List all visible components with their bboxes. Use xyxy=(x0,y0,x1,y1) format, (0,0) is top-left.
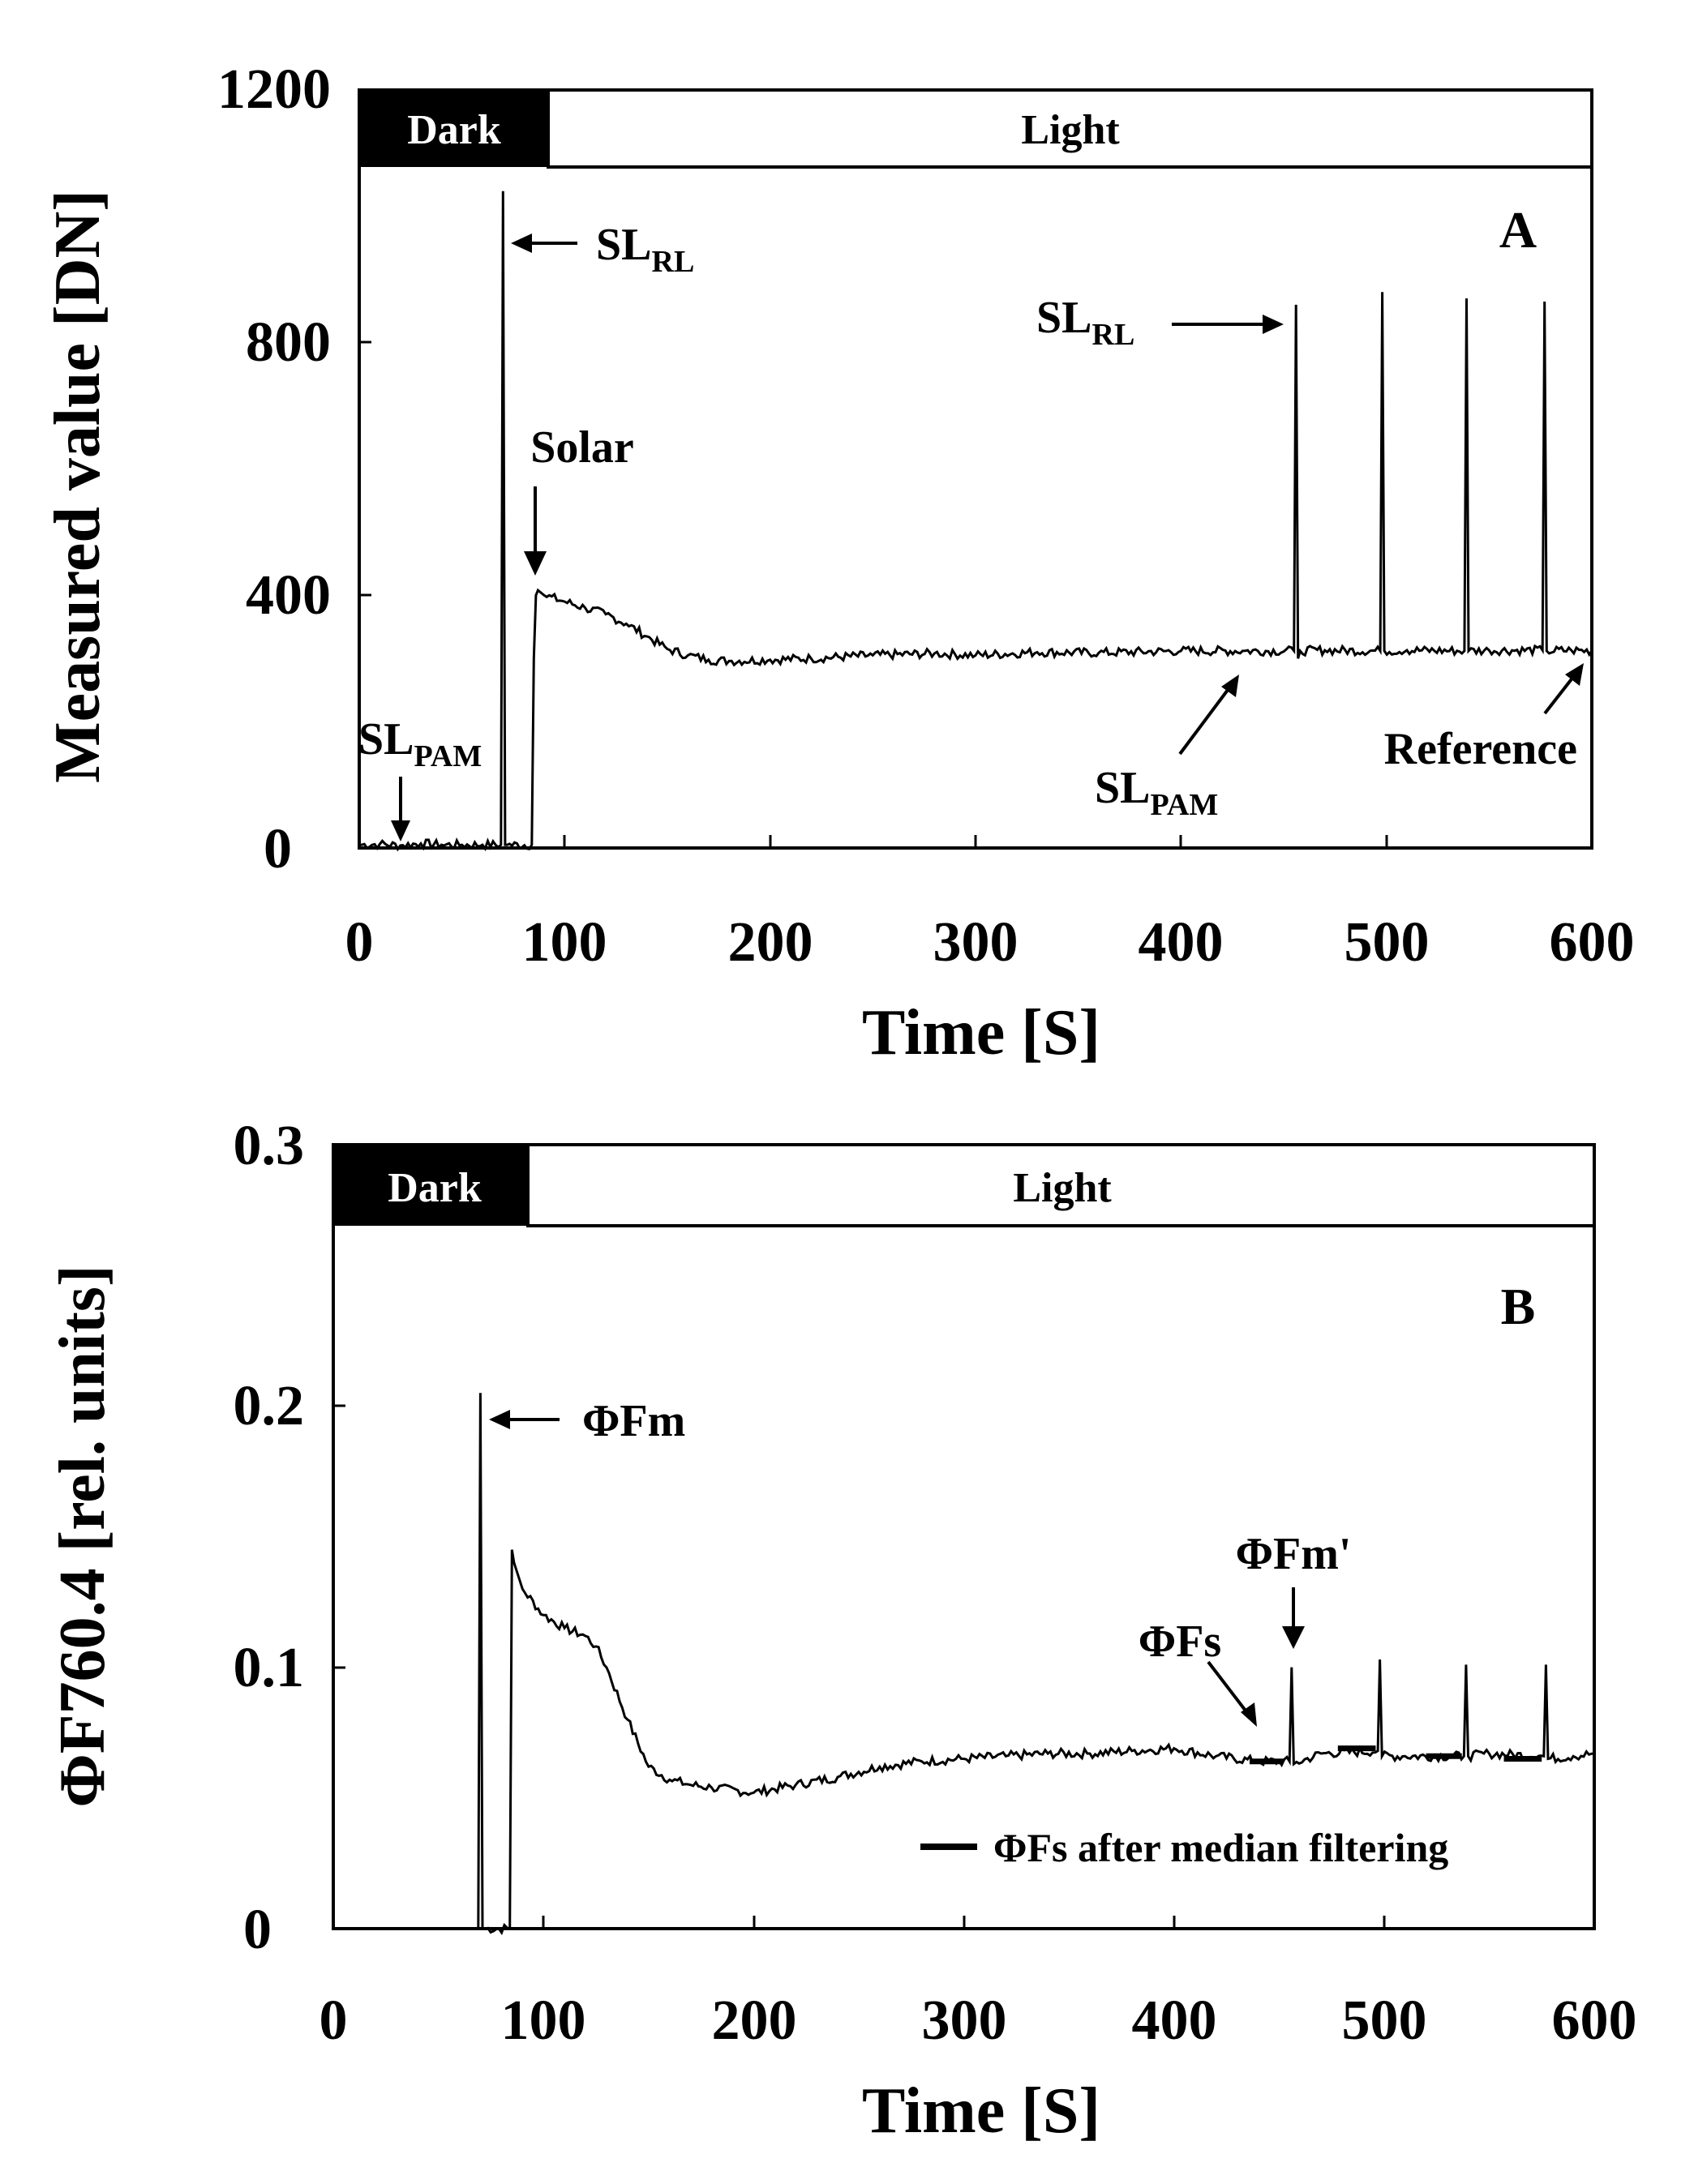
panel-b: Dark Light 0 0.1 0.2 0.3 0 100 200 300 4… xyxy=(47,1115,1637,2147)
panel-b-xtick-0: 0 xyxy=(320,1989,348,2052)
panel-a-xtick-600: 600 xyxy=(1550,911,1635,974)
panel-b-plot-frame xyxy=(332,1143,1596,1930)
panel-b-xtick-400: 400 xyxy=(1132,1989,1217,2052)
panel-b-ytick-0.1: 0.1 xyxy=(234,1637,305,1699)
panel-a-series-line xyxy=(359,191,1593,852)
panel-a-ytick-0: 0 xyxy=(264,818,292,880)
panel-a-annotation-slpam-2-label: SLPAM xyxy=(1095,763,1218,822)
panel-a-ytick-1200: 1200 xyxy=(217,58,331,121)
panel-b-letter: B xyxy=(1501,1278,1536,1335)
panel-b-xtick-200: 200 xyxy=(712,1989,797,2052)
panel-a-ytick-400: 400 xyxy=(246,564,331,627)
panel-a-xtick-0: 0 xyxy=(345,911,374,974)
panel-b-xticks: 0 100 200 300 400 500 600 xyxy=(320,1916,1637,2052)
panel-a-annotation-slpam-1: SLPAM xyxy=(358,714,482,841)
panel-a-annotation-slrl-2: SLRL xyxy=(1036,293,1284,352)
panel-a-ylabel: Measured value [DN] xyxy=(42,190,114,783)
panel-b-dark-label: Dark xyxy=(388,1165,482,1211)
panel-a-letter: A xyxy=(1499,201,1537,259)
panel-a-xtick-400: 400 xyxy=(1139,911,1224,974)
panel-a-annotation-reference-label: Reference xyxy=(1384,724,1577,774)
panel-b-dark-band xyxy=(333,1145,528,1226)
panel-b-light-label: Light xyxy=(1013,1165,1112,1211)
arrowhead-icon xyxy=(1282,1626,1305,1649)
arrowhead-icon xyxy=(524,551,547,576)
panel-a-annotation-reference: Reference xyxy=(1384,663,1584,774)
legend-label: ΦFs after median filtering xyxy=(993,1825,1448,1870)
panel-a-ytick-800: 800 xyxy=(246,311,331,374)
panel-a-annotation-slrl-2-label: SLRL xyxy=(1036,293,1134,352)
panel-b-xtick-500: 500 xyxy=(1342,1989,1427,2052)
panel-b-light-band xyxy=(526,1143,1596,1227)
panel-b-ytick-0: 0 xyxy=(243,1899,272,1961)
arrowhead-icon xyxy=(489,1410,510,1429)
arrow-line xyxy=(1543,671,1578,715)
arrowhead-icon xyxy=(1565,663,1584,686)
panel-b-annotation-phifm-label: ΦFm xyxy=(582,1396,685,1446)
panel-b-xtick-600: 600 xyxy=(1552,1989,1637,2052)
panel-a-xtick-500: 500 xyxy=(1344,911,1430,974)
panel-b-median-filtered-segments xyxy=(1249,1745,1542,1765)
panel-b-annotation-phifm-prime-label: ΦFm' xyxy=(1236,1529,1352,1579)
arrow-line xyxy=(1207,1660,1252,1719)
panel-b-ylabel: ΦF760.4 [rel. units] xyxy=(47,1265,118,1807)
panel-a-xlabel: Time [S] xyxy=(862,997,1100,1068)
panel-b-xlabel: Time [S] xyxy=(862,2075,1100,2147)
panel-b-ytick-0.2: 0.2 xyxy=(234,1375,305,1437)
panel-a-annotation-solar: Solar xyxy=(524,422,634,576)
panel-b-ytick-0.3: 0.3 xyxy=(234,1115,305,1177)
panel-a-light-label: Light xyxy=(1021,107,1120,153)
panel-a-dark-label: Dark xyxy=(407,107,501,153)
arrowhead-icon xyxy=(511,233,532,253)
arrowhead-icon xyxy=(1221,674,1239,697)
panel-b-xtick-100: 100 xyxy=(501,1989,586,2052)
panel-a-annotation-slrl-1: SLRL xyxy=(511,220,694,279)
arrow-line xyxy=(1178,682,1234,756)
panel-a-xtick-300: 300 xyxy=(933,911,1019,974)
panel-b-series-line xyxy=(477,1393,1595,1936)
panel-a-xtick-200: 200 xyxy=(728,911,813,974)
panel-a-xtick-100: 100 xyxy=(522,911,607,974)
panel-a-annotation-slpam-2: SLPAM xyxy=(1095,674,1239,822)
panel-b-annotation-phifs-label: ΦFs xyxy=(1139,1617,1221,1667)
panel-a-annotation-slrl-1-label: SLRL xyxy=(596,220,694,279)
panel-a-dark-band xyxy=(359,90,548,167)
arrowhead-icon xyxy=(391,820,410,841)
panel-a: Dark Light 0 400 800 1200 0 100 200 300 … xyxy=(42,58,1635,1068)
panel-a-annotation-slpam-1-label: SLPAM xyxy=(358,714,482,773)
panel-b-legend: ΦFs after median filtering xyxy=(920,1825,1448,1870)
panel-b-annotation-phifm: ΦFm xyxy=(489,1396,685,1446)
arrowhead-icon xyxy=(1263,315,1284,334)
panel-b-xtick-300: 300 xyxy=(922,1989,1007,2052)
panel-b-annotation-phifs: ΦFs xyxy=(1139,1617,1257,1727)
panel-a-annotation-solar-label: Solar xyxy=(530,422,634,473)
panel-a-xticks: 0 100 200 300 400 500 600 xyxy=(345,835,1635,974)
panel-b-annotation-phifm-prime: ΦFm' xyxy=(1236,1529,1352,1649)
panel-a-light-band xyxy=(547,88,1593,169)
arrowhead-icon xyxy=(1241,1702,1257,1727)
